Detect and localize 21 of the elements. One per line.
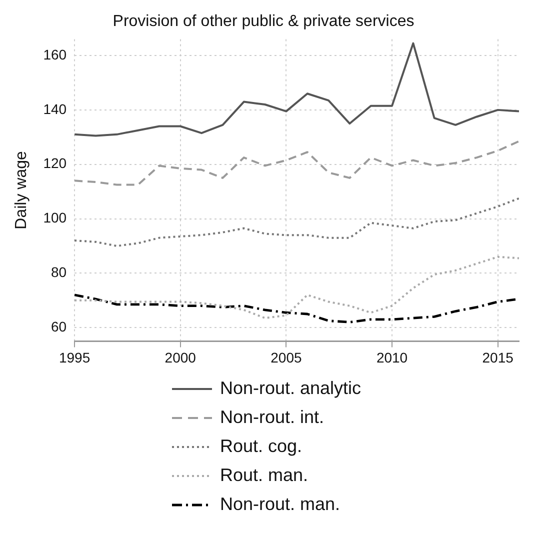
legend-label: Non-rout. man. xyxy=(220,494,340,515)
line-series xyxy=(74,256,519,320)
x-tick-label: 2000 xyxy=(164,349,196,366)
x-tick-label: 1995 xyxy=(58,349,90,366)
y-tick-label: 160 xyxy=(43,46,67,62)
y-tick-label: 80 xyxy=(50,264,67,280)
line-series xyxy=(74,140,519,186)
legend-label: Rout. cog. xyxy=(220,436,302,457)
x-tick-label: 2010 xyxy=(376,349,408,366)
y-tick-label: 140 xyxy=(43,100,67,117)
legend-label: Non-rout. int. xyxy=(220,407,324,428)
x-tick-label: 2005 xyxy=(270,349,302,366)
y-tick-label: 60 xyxy=(50,318,67,334)
y-tick-label: 100 xyxy=(43,210,67,226)
chart-title: Provision of other public & private services xyxy=(112,13,414,30)
legend-label: Non-rout. analytic xyxy=(220,378,362,399)
line-series xyxy=(74,197,519,247)
x-tick-label: 2015 xyxy=(482,349,514,366)
y-axis-title: Daily wage xyxy=(13,150,30,230)
legend-label: Rout. man. xyxy=(220,465,308,486)
y-tick-label: 120 xyxy=(43,155,67,172)
